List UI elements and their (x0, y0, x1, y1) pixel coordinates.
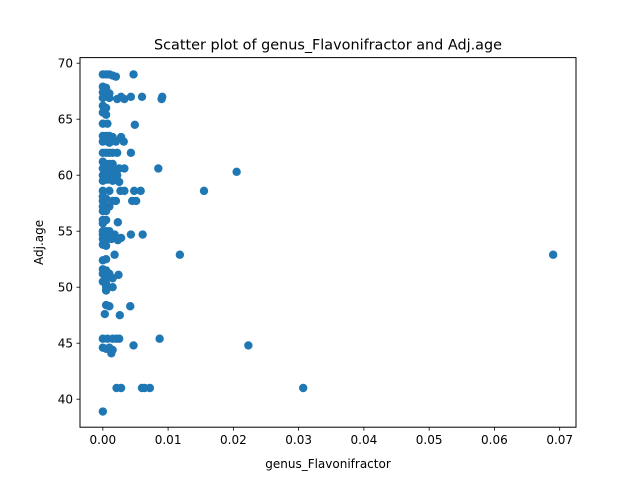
x-tick-label: 0.03 (285, 433, 312, 447)
data-point (114, 177, 124, 187)
data-point (232, 167, 241, 177)
data-point (299, 383, 308, 393)
data-point (101, 286, 111, 295)
data-point (244, 341, 253, 350)
data-point (120, 94, 129, 104)
data-point (105, 138, 114, 147)
data-point (111, 196, 121, 206)
data-point (105, 302, 114, 311)
data-point (130, 120, 140, 129)
data-point (155, 334, 164, 343)
x-tick-label: 0.01 (155, 433, 182, 447)
data-point (101, 206, 111, 216)
data-point (98, 407, 108, 416)
data-point (129, 70, 138, 79)
data-point (116, 383, 126, 393)
data-point (129, 341, 138, 350)
data-point (111, 137, 121, 146)
data-point (119, 137, 128, 146)
data-point (101, 110, 111, 119)
data-point (175, 250, 185, 259)
data-point (158, 92, 167, 102)
data-point (138, 230, 147, 239)
data-point (98, 93, 108, 103)
data-point (120, 186, 129, 196)
y-axis-label: Adj.age (32, 220, 46, 265)
x-axis: 0.00 0.01 0.02 0.03 0.04 0.05 0.06 0.07 (89, 427, 573, 447)
data-point (129, 186, 139, 196)
data-point (136, 186, 145, 196)
data-point (100, 309, 110, 319)
x-tick-label: 0.07 (546, 433, 573, 447)
x-axis-label: genus_Flavonifractor (265, 457, 391, 471)
x-tick-label: 0.02 (220, 433, 247, 447)
data-point (107, 349, 116, 358)
data-point (126, 92, 136, 102)
chart-title: Scatter plot of genus_Flavonifractor and… (154, 38, 502, 54)
data-point (108, 274, 117, 283)
data-point (114, 334, 124, 343)
data-point (98, 137, 108, 146)
data-point (101, 241, 111, 250)
y-tick-label: 65 (58, 113, 73, 127)
data-point (108, 283, 117, 292)
data-point (154, 164, 163, 173)
y-axis: 40 45 50 55 60 65 70 (58, 57, 80, 407)
y-tick-label: 45 (58, 337, 73, 351)
data-point (113, 218, 123, 227)
data-point (108, 176, 117, 185)
data-point (105, 186, 114, 196)
data-point (145, 383, 155, 393)
data-point (126, 230, 136, 239)
y-tick-label: 60 (58, 169, 73, 183)
data-point (103, 119, 112, 128)
points-layer (98, 70, 558, 416)
x-tick-label: 0.06 (481, 433, 508, 447)
data-point (101, 255, 111, 264)
x-tick-label: 0.04 (351, 433, 378, 447)
data-point (98, 219, 108, 228)
y-tick-label: 40 (58, 393, 73, 407)
plot-frame (79, 57, 577, 428)
data-point (131, 196, 141, 206)
y-tick-label: 55 (58, 225, 73, 239)
data-point (116, 233, 126, 243)
data-point (113, 148, 122, 157)
data-point (137, 92, 147, 102)
data-point (107, 234, 116, 244)
x-tick-label: 0.05 (416, 433, 443, 447)
data-point (126, 148, 136, 157)
y-tick-label: 70 (58, 57, 73, 71)
data-point (115, 311, 125, 320)
x-tick-label: 0.00 (89, 433, 116, 447)
data-point (120, 164, 129, 173)
data-point (105, 93, 114, 103)
data-point (199, 186, 209, 196)
data-point (548, 250, 558, 259)
data-point (111, 72, 121, 81)
data-point (110, 250, 119, 259)
y-tick-label: 50 (58, 281, 73, 295)
data-point (126, 302, 135, 311)
data-point (113, 171, 122, 180)
